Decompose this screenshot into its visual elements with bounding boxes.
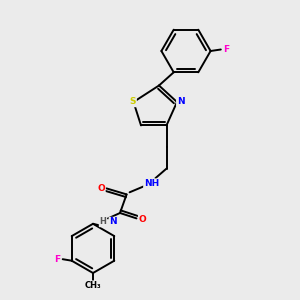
Text: N: N <box>109 218 117 226</box>
Text: F: F <box>54 255 60 264</box>
Text: O: O <box>139 214 146 224</box>
Text: H: H <box>100 218 106 226</box>
Text: O: O <box>97 184 105 193</box>
Text: F: F <box>223 45 229 54</box>
Text: S: S <box>130 98 136 106</box>
Text: NH: NH <box>144 179 159 188</box>
Text: N: N <box>177 97 184 106</box>
Text: CH₃: CH₃ <box>85 281 101 290</box>
